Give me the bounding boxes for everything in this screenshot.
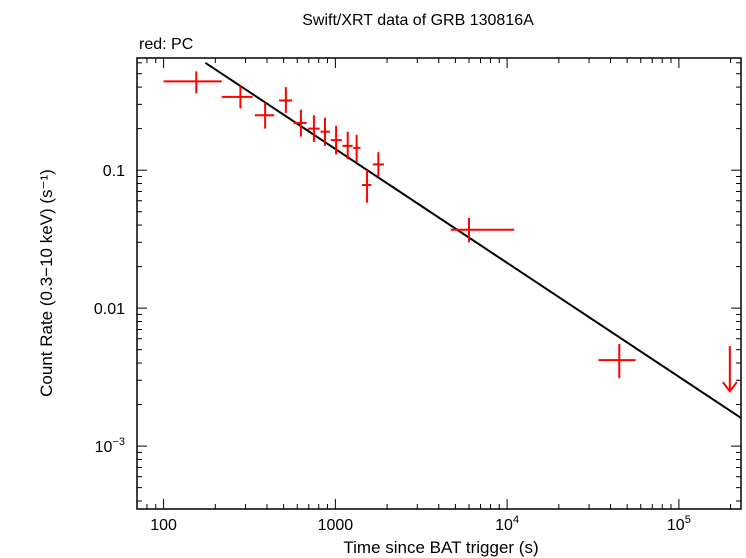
upper-limit-arrow [722, 381, 738, 393]
data-point [362, 170, 372, 203]
upper-limit [722, 346, 738, 393]
tick-labels: 100 1000 104 105 0.1 0.01 10−3 [94, 163, 691, 534]
data-points [163, 71, 738, 393]
x-tick-label: 100 [150, 517, 177, 534]
data-point [330, 125, 342, 155]
axis-ticks [136, 58, 741, 509]
data-point [598, 343, 636, 379]
data-point [320, 117, 330, 146]
data-point [353, 134, 361, 162]
x-tick-label: 1000 [318, 517, 354, 534]
plot-frame [136, 57, 742, 510]
data-point [372, 152, 385, 177]
x-tick-label: 105 [667, 514, 691, 534]
chart-subtitle: red: PC [139, 36, 193, 53]
model-line [204, 61, 742, 419]
data-point [254, 102, 275, 129]
data-point [279, 87, 293, 113]
x-axis-label: Time since BAT trigger (s) [343, 538, 538, 557]
data-point [307, 115, 320, 142]
data-point [342, 131, 353, 160]
y-tick-label: 10−3 [95, 436, 125, 456]
y-tick-label: 0.01 [94, 301, 125, 318]
model-fit [204, 61, 742, 419]
data-point [221, 85, 253, 109]
y-axis-label: Count Rate (0.3−10 keV) (s⁻¹) [37, 169, 56, 397]
x-tick-label: 104 [495, 514, 519, 534]
chart-title: Swift/XRT data of GRB 130816A [302, 12, 534, 29]
y-tick-label: 0.1 [103, 163, 125, 180]
data-point [450, 218, 515, 243]
data-point [293, 109, 307, 137]
data-point [163, 71, 222, 94]
